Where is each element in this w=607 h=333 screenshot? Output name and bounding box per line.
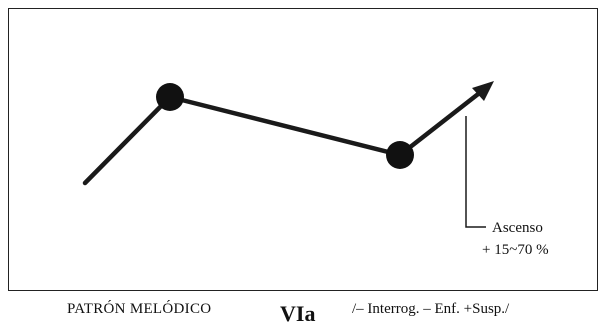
annotation-leader-line — [465, 116, 486, 228]
caption-pattern-code: VIa — [280, 301, 316, 326]
annotation-value: + 15~70 % — [482, 242, 549, 258]
caption-title: PATRÓN MELÓDICO — [67, 301, 212, 317]
caption-tags: /– Interrog. – Enf. +Susp./ — [352, 301, 510, 317]
contour-segment-fall — [167, 94, 403, 158]
contour-segment-rise — [82, 94, 173, 186]
arrowhead-icon — [472, 81, 494, 101]
contour-segment-final-rise — [397, 88, 485, 158]
annotation-label: Ascenso — [492, 220, 543, 236]
diagram-frame — [8, 8, 598, 291]
contour-node-valley — [386, 141, 414, 169]
contour-node-peak — [156, 83, 184, 111]
